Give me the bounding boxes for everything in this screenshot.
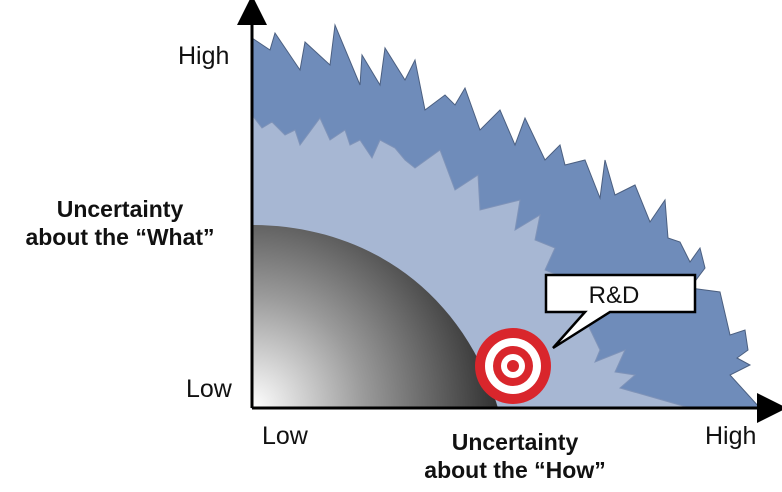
y-axis-title-line2: about the “What”	[25, 224, 215, 250]
x-axis-low-label: Low	[262, 422, 308, 450]
inner-low-uncertainty-zone	[252, 225, 498, 408]
callout-bubble	[544, 273, 697, 350]
x-axis-title-line1: Uncertainty	[451, 429, 579, 455]
bullseye-target-icon	[475, 328, 551, 404]
x-axis-title: Uncertainty about the “How”	[400, 428, 630, 484]
callout-label: R&D	[589, 282, 640, 309]
rd-callout: R&D	[544, 273, 697, 350]
x-axis-title-line2: about the “How”	[424, 457, 606, 483]
y-axis-low-label: Low	[186, 375, 232, 403]
x-axis-high-label: High	[705, 422, 757, 450]
y-axis-title-line1: Uncertainty	[56, 196, 184, 222]
y-axis-high-label: High	[178, 42, 230, 70]
y-axis-title: Uncertainty about the “What”	[0, 195, 240, 251]
